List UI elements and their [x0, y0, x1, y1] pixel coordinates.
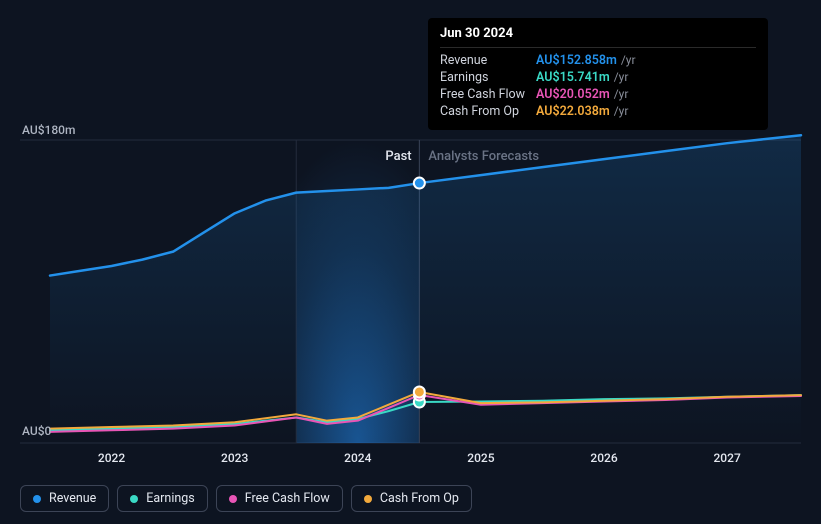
tooltip-title: Jun 30 2024: [440, 26, 756, 48]
tooltip-row-label: Earnings: [440, 70, 536, 85]
x-tick: 2025: [467, 451, 494, 465]
tooltip-row-label: Cash From Op: [440, 104, 536, 119]
y-axis-bottom-label: AU$0: [22, 424, 51, 438]
legend-dot-icon: [364, 495, 372, 503]
tooltip-row-unit: /yr: [621, 53, 636, 67]
financial-chart: AU$180m AU$0 Past Analysts Forecasts 202…: [0, 0, 821, 524]
tooltip-row-unit: /yr: [614, 104, 629, 118]
tooltip-row-label: Revenue: [440, 53, 536, 68]
x-tick: 2024: [344, 451, 371, 465]
legend-item-earnings[interactable]: Earnings: [117, 485, 207, 512]
legend-item-revenue[interactable]: Revenue: [20, 485, 109, 512]
legend-item-fcf[interactable]: Free Cash Flow: [216, 485, 343, 512]
legend-dot-icon: [130, 495, 138, 503]
tooltip-row-label: Free Cash Flow: [440, 87, 536, 102]
x-tick: 2026: [590, 451, 617, 465]
tooltip-row: Free Cash FlowAU$20.052m/yr: [440, 86, 756, 103]
tooltip-row: EarningsAU$15.741m/yr: [440, 69, 756, 86]
tooltip-row-unit: /yr: [614, 87, 629, 101]
legend-label: Cash From Op: [380, 491, 459, 506]
legend-item-cfo[interactable]: Cash From Op: [351, 485, 472, 512]
x-tick: 2022: [98, 451, 125, 465]
chart-legend: Revenue Earnings Free Cash Flow Cash From O…: [20, 485, 472, 512]
legend-label: Free Cash Flow: [245, 491, 330, 506]
forecast-label: Analysts Forecasts: [428, 149, 539, 164]
tooltip-row: Cash From OpAU$22.038m/yr: [440, 103, 756, 120]
y-axis-top-label: AU$180m: [22, 123, 75, 137]
tooltip-row-value: AU$22.038m: [536, 104, 610, 119]
tooltip-row: RevenueAU$152.858m/yr: [440, 52, 756, 69]
tooltip-row-value: AU$20.052m: [536, 87, 610, 102]
tooltip-row-value: AU$15.741m: [536, 70, 610, 85]
legend-dot-icon: [33, 495, 41, 503]
past-label: Past: [385, 149, 411, 164]
tooltip-row-unit: /yr: [614, 70, 629, 84]
legend-label: Revenue: [49, 491, 96, 506]
chart-tooltip: Jun 30 2024 RevenueAU$152.858m/yrEarning…: [428, 18, 768, 130]
legend-label: Earnings: [146, 491, 194, 506]
x-tick: 2023: [221, 451, 248, 465]
tooltip-row-value: AU$152.858m: [536, 53, 617, 68]
x-tick: 2027: [713, 451, 740, 465]
legend-dot-icon: [229, 495, 237, 503]
